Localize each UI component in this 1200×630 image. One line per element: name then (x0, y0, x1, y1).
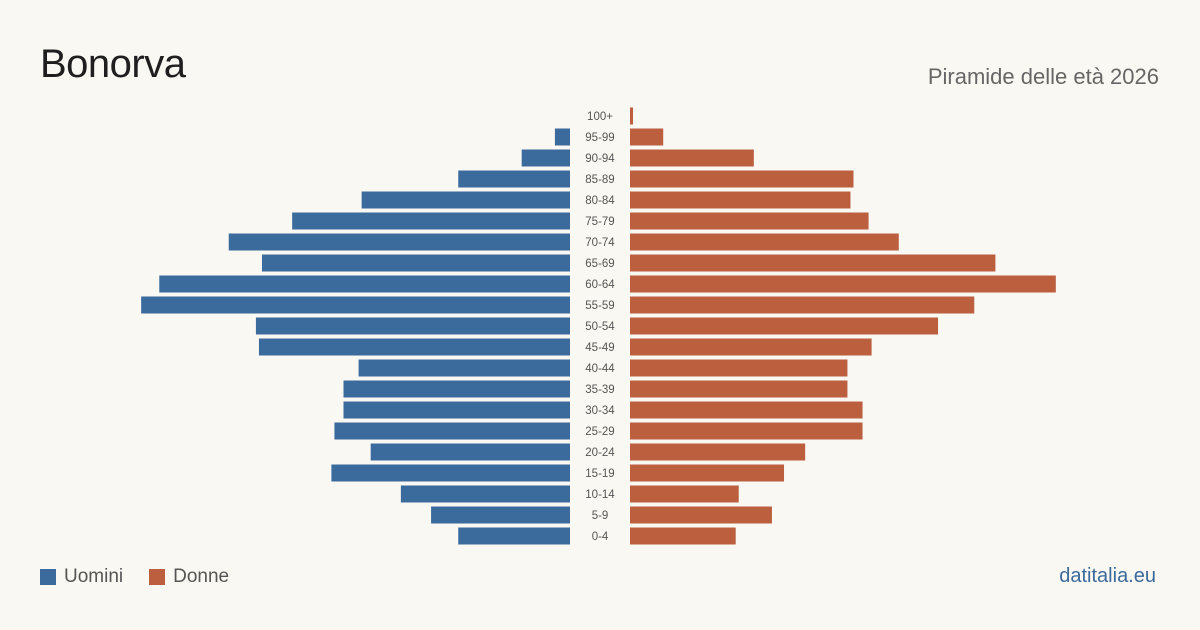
bar-women-55-59 (630, 296, 975, 314)
bar-men-40-44 (358, 359, 570, 377)
age-label-55-59: 55-59 (585, 300, 614, 312)
bar-women-10-14 (630, 485, 739, 503)
bar-women-90-94 (630, 149, 754, 167)
bar-women-50-54 (630, 317, 939, 335)
age-label-25-29: 25-29 (585, 426, 614, 438)
bar-women-60-64 (630, 275, 1056, 293)
bar-men-80-84 (361, 191, 570, 209)
age-label-85-89: 85-89 (585, 174, 614, 186)
chart-subtitle: Piramide delle età 2026 (927, 64, 1159, 89)
legend-swatch-men (40, 569, 56, 585)
bar-men-50-54 (255, 317, 571, 335)
bar-men-10-14 (400, 485, 570, 503)
bar-women-25-29 (630, 422, 863, 440)
legend-swatch-women (149, 569, 166, 585)
legend-item-women: Donne (149, 566, 229, 588)
bar-men-90-94 (521, 149, 570, 167)
age-label-5-9: 5-9 (592, 510, 609, 522)
age-label-30-34: 30-34 (585, 405, 615, 417)
legend-label-women: Donne (173, 566, 230, 587)
legend-label-men: Uomini (64, 566, 124, 587)
age-label-20-24: 20-24 (585, 447, 615, 459)
legend-item-men: Uomini (40, 566, 123, 588)
bar-men-60-64 (159, 275, 570, 293)
bar-men-25-29 (334, 422, 570, 440)
age-label-40-44: 40-44 (585, 363, 615, 375)
age-label-80-84: 80-84 (585, 195, 615, 207)
bar-men-85-89 (458, 170, 570, 188)
age-label-95-99: 95-99 (585, 132, 614, 144)
legend: Uomini Donne (40, 566, 255, 588)
source-link[interactable]: datitalia.eu (1059, 565, 1156, 587)
bar-men-30-34 (343, 401, 570, 419)
age-label-35-39: 35-39 (585, 384, 614, 396)
bar-women-15-19 (630, 464, 785, 482)
age-label-90-94: 90-94 (585, 153, 615, 165)
age-label-65-69: 65-69 (585, 258, 614, 270)
bar-women-35-39 (630, 380, 848, 398)
population-pyramid-chart: 0-4 5-9 10-14 15-19 20-24 25-29 30-34 35-39 40-4… (141, 107, 1056, 545)
age-label-0-4: 0-4 (592, 531, 609, 543)
bar-men-0-4 (458, 527, 570, 545)
bar-men-5-9 (431, 506, 570, 524)
bar-men-75-79 (292, 212, 570, 230)
bar-men-55-59 (141, 296, 570, 314)
bar-women-80-84 (630, 191, 851, 209)
age-label-10-14: 10-14 (585, 489, 615, 501)
bar-women-40-44 (630, 359, 848, 377)
age-label-50-54: 50-54 (585, 321, 615, 333)
age-label-15-19: 15-19 (585, 468, 614, 480)
bar-women-65-69 (630, 254, 996, 272)
bar-women-70-74 (630, 233, 899, 251)
age-label-70-74: 70-74 (585, 237, 615, 249)
age-label-100+: 100+ (587, 111, 613, 123)
bar-women-85-89 (630, 170, 854, 188)
bar-women-0-4 (630, 527, 736, 545)
bar-women-100+ (630, 107, 634, 125)
age-label-45-49: 45-49 (585, 342, 614, 354)
bar-women-5-9 (630, 506, 772, 524)
bar-men-65-69 (261, 254, 570, 272)
bar-women-95-99 (630, 128, 664, 146)
bar-women-30-34 (630, 401, 863, 419)
page-title: Bonorva (40, 42, 186, 86)
bar-women-75-79 (630, 212, 869, 230)
age-label-75-79: 75-79 (585, 216, 614, 228)
age-label-60-64: 60-64 (585, 279, 615, 291)
bar-men-95-99 (554, 128, 570, 146)
bar-men-20-24 (370, 443, 570, 461)
bar-men-35-39 (343, 380, 570, 398)
bar-men-70-74 (228, 233, 571, 251)
bar-men-15-19 (331, 464, 570, 482)
bar-men-45-49 (258, 338, 570, 356)
bar-women-20-24 (630, 443, 806, 461)
bar-women-45-49 (630, 338, 872, 356)
